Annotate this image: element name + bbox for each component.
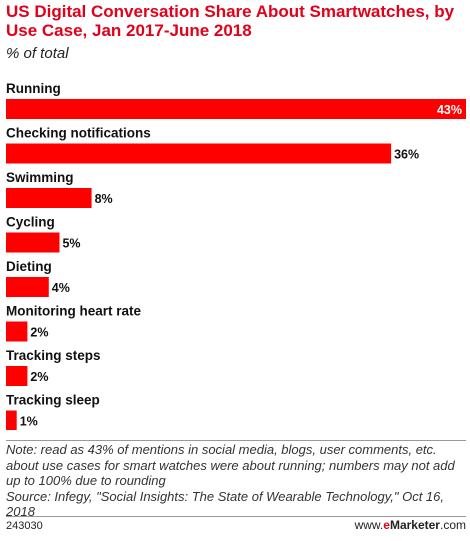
brand-e: e xyxy=(383,518,390,532)
value-label: 4% xyxy=(52,281,70,295)
category-label: Tracking sleep xyxy=(6,393,100,408)
chart-id: 243030 xyxy=(6,520,43,532)
category-label: Cycling xyxy=(6,215,55,230)
bar xyxy=(6,99,466,119)
note-text: Note: read as 43% of mentions in social … xyxy=(6,442,455,488)
bar xyxy=(6,321,28,342)
brand-suffix: .com xyxy=(439,518,466,532)
brand-main: Marketer xyxy=(389,518,440,532)
value-label: 1% xyxy=(20,415,38,429)
bar xyxy=(6,232,60,253)
footer-divider xyxy=(6,516,466,517)
category-label: Checking notifications xyxy=(6,126,151,141)
brand-prefix: www. xyxy=(354,518,384,532)
notes-divider xyxy=(6,440,466,441)
bar xyxy=(6,277,49,297)
category-label: Swimming xyxy=(6,170,74,185)
bar xyxy=(6,366,28,386)
value-label: 8% xyxy=(95,192,113,206)
category-label: Dieting xyxy=(6,259,52,274)
value-label: 2% xyxy=(30,326,48,340)
chart-subtitle: % of total xyxy=(6,45,69,62)
category-label: Running xyxy=(6,81,61,96)
chart-notes: Note: read as 43% of mentions in social … xyxy=(6,442,468,520)
emarketer-logo[interactable]: www.eMarketer.com xyxy=(355,518,466,532)
value-label: 43% xyxy=(437,103,462,117)
bar xyxy=(6,188,92,208)
bar xyxy=(6,143,392,164)
category-label: Monitoring heart rate xyxy=(6,304,141,319)
category-label: Tracking steps xyxy=(6,348,101,363)
value-label: 36% xyxy=(394,148,419,162)
value-label: 2% xyxy=(30,370,48,384)
bar xyxy=(6,410,17,430)
bar-chart: Running 43% Checking notifications 36% Swimm… xyxy=(6,81,466,430)
source-text: Source: Infegy, "Social Insights: The St… xyxy=(6,488,444,520)
chart-title: US Digital Conversation Share About Smar… xyxy=(6,2,455,40)
value-label: 5% xyxy=(62,237,80,251)
